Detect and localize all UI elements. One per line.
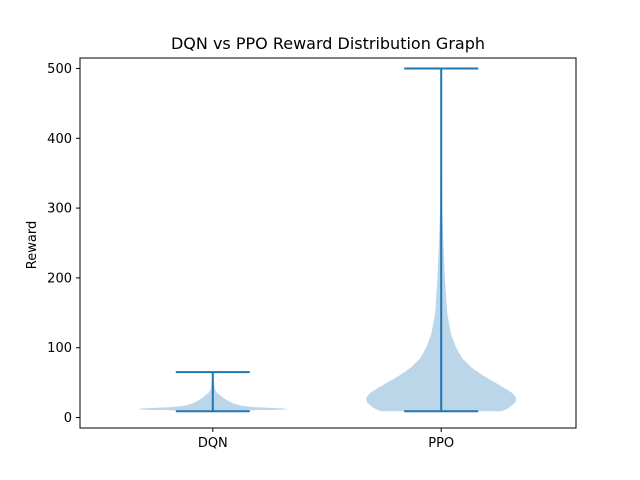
y-tick-label: 300 bbox=[47, 202, 72, 217]
y-tick-label: 0 bbox=[64, 411, 72, 426]
axes: DQN PPO 0 100 200 300 400 500 bbox=[47, 57, 577, 451]
y-tick-label: 100 bbox=[47, 341, 72, 356]
plot-area bbox=[137, 67, 517, 413]
x-tick-label: PPO bbox=[428, 436, 454, 451]
y-tick-label: 200 bbox=[47, 271, 72, 286]
plot-frame bbox=[79, 57, 577, 429]
y-tick-label: 500 bbox=[47, 62, 72, 77]
x-tick-label: DQN bbox=[198, 436, 228, 451]
y-axis-label: Reward bbox=[25, 221, 40, 269]
y-tick-label: 400 bbox=[47, 132, 72, 147]
chart-title: DQN vs PPO Reward Distribution Graph bbox=[171, 34, 485, 53]
